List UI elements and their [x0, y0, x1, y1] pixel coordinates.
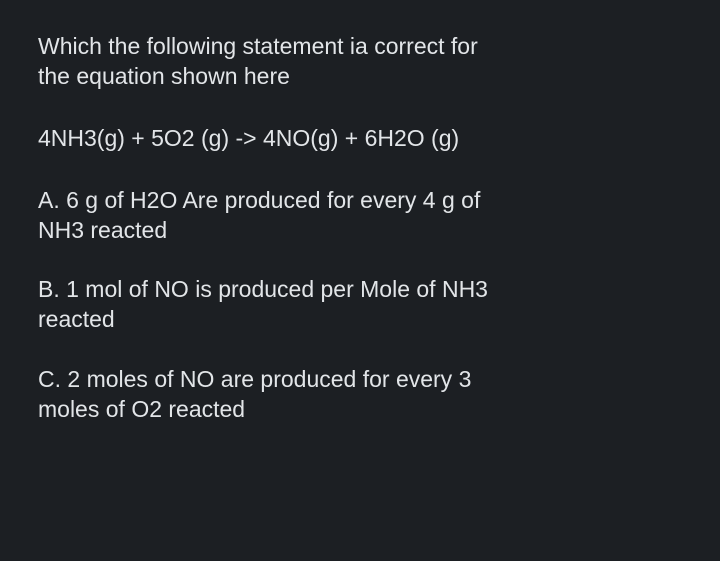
option-a-line-1: A. 6 g of H2O Are produced for every 4 g… — [38, 186, 682, 216]
chemical-equation: 4NH3(g) + 5O2 (g) -> 4NO(g) + 6H2O (g) — [38, 124, 682, 154]
question-line-1: Which the following statement ia correct… — [38, 32, 682, 62]
option-a: A. 6 g of H2O Are produced for every 4 g… — [38, 186, 682, 246]
option-b-line-1: B. 1 mol of NO is produced per Mole of N… — [38, 275, 682, 305]
option-a-line-2: NH3 reacted — [38, 216, 682, 246]
question-line-2: the equation shown here — [38, 62, 682, 92]
option-b-line-2: reacted — [38, 305, 682, 335]
option-c: C. 2 moles of NO are produced for every … — [38, 365, 682, 425]
option-c-line-1: C. 2 moles of NO are produced for every … — [38, 365, 682, 395]
option-c-line-2: moles of O2 reacted — [38, 395, 682, 425]
option-b: B. 1 mol of NO is produced per Mole of N… — [38, 275, 682, 335]
question-text: Which the following statement ia correct… — [38, 32, 682, 92]
